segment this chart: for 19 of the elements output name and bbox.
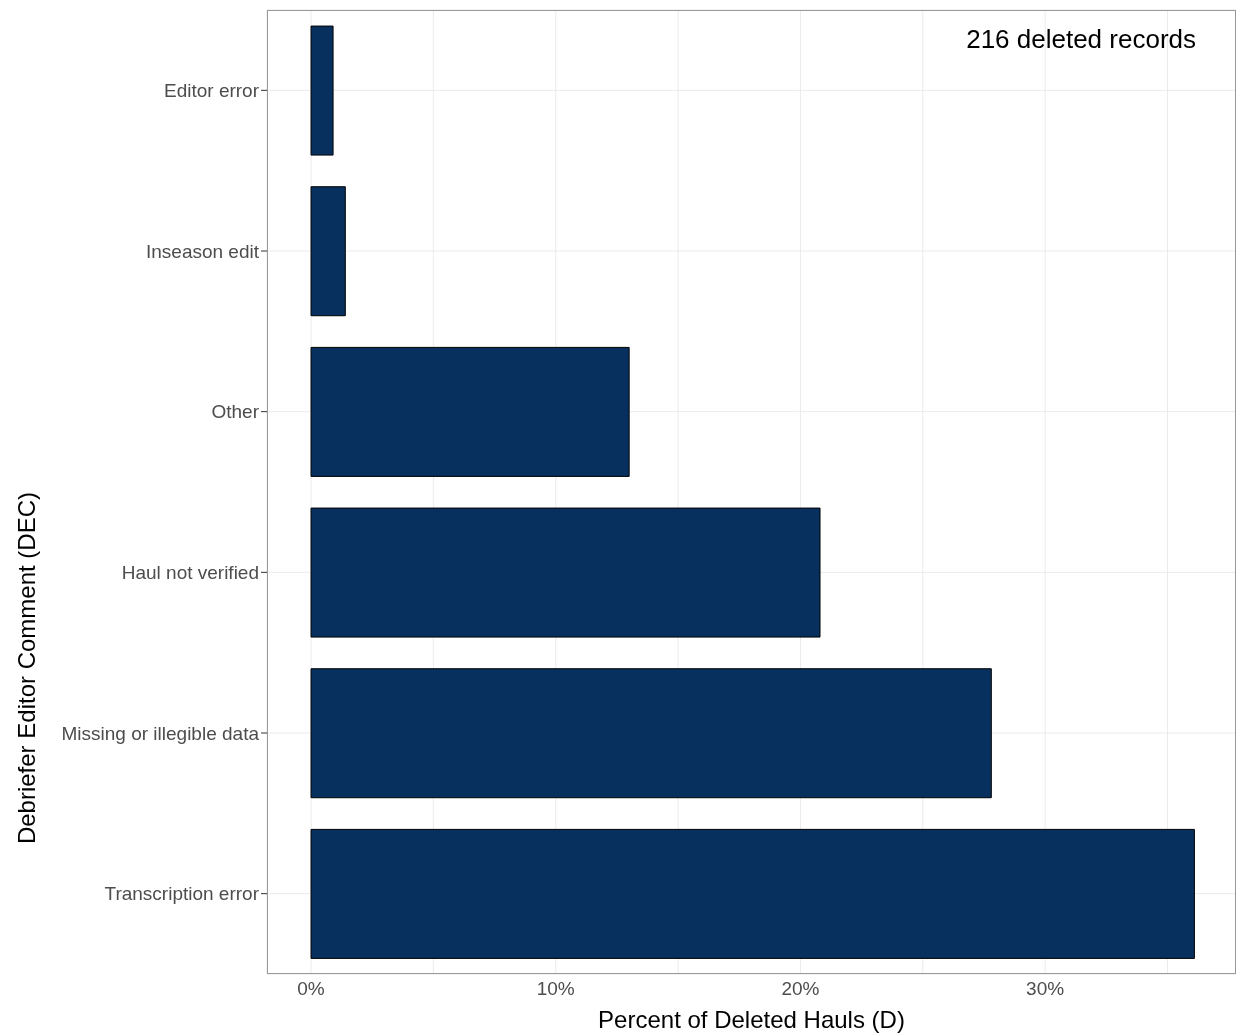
x-tick-label: 30% [1026, 978, 1065, 1000]
x-axis-title: Percent of Deleted Hauls (D) [598, 1006, 905, 1033]
x-tick-label: 20% [781, 978, 820, 1000]
annotation: 216 deleted records [966, 24, 1196, 55]
bar [310, 186, 346, 317]
y-tick-label: Transcription error [104, 883, 260, 905]
bar [310, 346, 630, 477]
x-tick-label: 0% [297, 978, 325, 1000]
x-tick-label: 10% [536, 978, 575, 1000]
y-tick-label: Other [211, 401, 260, 423]
bar [310, 668, 992, 799]
y-tick-label: Editor error [163, 80, 260, 102]
bar [310, 828, 1195, 959]
bar [310, 25, 334, 156]
y-tick-label: Haul not verified [121, 562, 259, 584]
y-tick-label: Inseason edit [145, 240, 260, 262]
y-axis-title: Debriefer Editor Comment (DEC) [12, 492, 40, 845]
bar [310, 507, 821, 638]
y-tick-label: Missing or illegible data [61, 722, 260, 744]
